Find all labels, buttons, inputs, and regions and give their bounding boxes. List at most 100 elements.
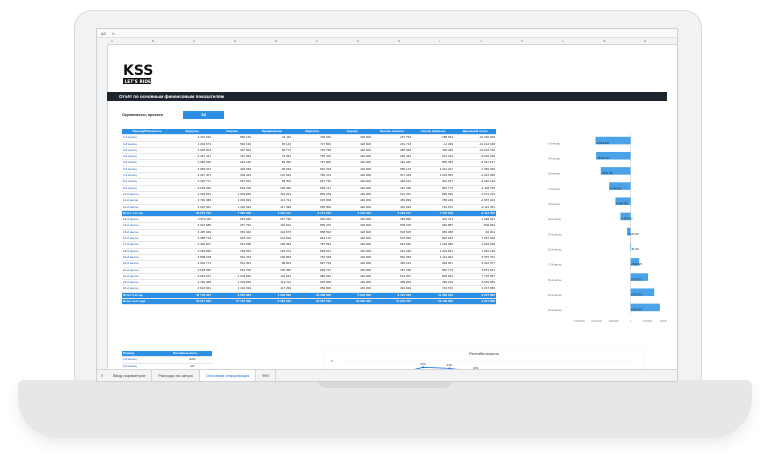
value-cell[interactable]: 1 125 386 — [412, 241, 454, 249]
period-cell[interactable]: 18-й месяц — [122, 248, 172, 255]
profitability-cell[interactable]: -23% — [172, 356, 212, 364]
value-cell[interactable]: 827 730 — [292, 260, 332, 268]
tab-launch-costs[interactable]: Расходы на запуск — [152, 370, 201, 381]
value-cell[interactable]: 117 499 — [252, 285, 292, 293]
column-header[interactable]: I — [439, 39, 440, 43]
value-cell[interactable]: 409 423 — [212, 172, 252, 180]
value-cell[interactable]: 505 215 — [372, 222, 412, 230]
value-cell[interactable]: 420 000 — [332, 216, 372, 224]
value-cell[interactable]: 420 000 — [332, 134, 372, 142]
value-cell[interactable]: 1 003 840 — [212, 191, 252, 199]
value-cell[interactable]: 5 075 751 — [454, 254, 496, 262]
value-cell[interactable]: 895 470 — [292, 222, 332, 230]
value-cell[interactable]: 3 508 105 — [172, 254, 212, 262]
value-cell[interactable]: 3 916 661 — [172, 204, 212, 211]
value-cell[interactable]: 491 629 — [372, 285, 412, 293]
value-cell[interactable]: -10 202 929 — [454, 134, 496, 142]
value-cell[interactable]: 589 170 — [372, 166, 412, 174]
value-cell[interactable]: 420 000 — [332, 222, 372, 230]
value-cell[interactable]: 267 752 — [212, 222, 252, 230]
value-cell[interactable]: 940 947 — [412, 178, 454, 186]
value-cell[interactable]: 459 999 — [372, 216, 412, 224]
period-cell[interactable]: 8-й месяц — [122, 178, 172, 186]
value-cell[interactable]: 420 000 — [332, 166, 372, 174]
column-header[interactable]: M — [603, 39, 606, 43]
value-cell[interactable]: 5 109 277 — [372, 210, 412, 218]
value-cell[interactable]: 489 993 — [372, 279, 412, 287]
value-cell[interactable]: 717 500 — [292, 141, 332, 148]
value-cell[interactable]: 521 051 — [212, 260, 252, 268]
value-cell[interactable]: 420 000 — [332, 229, 372, 237]
period-cell[interactable]: Итого за 2 года — [122, 298, 172, 306]
value-cell[interactable]: 6 016 677 — [454, 260, 496, 268]
value-cell[interactable]: 759 470 — [292, 153, 332, 161]
value-cell[interactable]: 519 705 — [212, 267, 252, 274]
value-cell[interactable]: 467 238 — [372, 267, 412, 274]
value-cell[interactable]: 24 110 — [252, 134, 292, 142]
period-cell[interactable]: 22-й месяц — [122, 273, 172, 281]
value-cell[interactable]: 835 353 — [412, 159, 454, 167]
value-cell[interactable]: 1 093 545 — [412, 172, 454, 180]
value-cell[interactable]: 1 113 944 — [412, 254, 454, 262]
value-cell[interactable]: 6 134 230 — [372, 292, 412, 300]
value-cell[interactable]: 113 711 — [252, 279, 292, 287]
value-cell[interactable]: 327 063 — [212, 153, 252, 161]
value-cell[interactable]: 3 327 407 — [172, 172, 212, 180]
period-cell[interactable]: Итого 1-й год — [122, 210, 172, 218]
value-cell[interactable]: 780 216 — [412, 279, 454, 287]
value-cell[interactable]: 767 900 — [292, 159, 332, 167]
value-cell[interactable]: 11 243 572 — [372, 298, 412, 306]
value-cell[interactable]: 3 570 116 — [172, 216, 212, 224]
value-cell[interactable]: 420 000 — [332, 285, 372, 293]
value-cell[interactable]: 105 396 — [252, 185, 292, 192]
column-header[interactable]: A — [111, 39, 114, 43]
value-cell[interactable]: 3 962 198 — [454, 248, 496, 255]
value-cell[interactable]: 110 624 — [252, 222, 292, 230]
value-cell[interactable]: 7 590 256 — [212, 210, 252, 218]
tab-fm[interactable]: ФМ — [256, 370, 276, 381]
value-cell[interactable]: 420 000 — [332, 191, 372, 199]
period-cell[interactable]: 3-й месяц — [122, 147, 172, 155]
value-cell[interactable]: 828 621 — [292, 248, 332, 255]
value-cell[interactable]: 882 049 — [292, 273, 332, 281]
value-cell[interactable]: 521 224 — [412, 153, 454, 161]
value-cell[interactable]: 420 000 — [332, 197, 372, 205]
value-cell[interactable]: 3 916 661 — [172, 285, 212, 293]
value-cell[interactable]: 95 919 — [252, 166, 292, 174]
value-cell[interactable]: 460 161 — [372, 178, 412, 186]
value-cell[interactable]: 116 913 — [252, 191, 292, 199]
value-cell[interactable]: 420 000 — [332, 260, 372, 268]
value-cell[interactable]: 3 389 733 — [172, 235, 212, 243]
value-cell[interactable]: 976 371 — [412, 216, 454, 224]
value-cell[interactable]: -4 409 765 — [454, 185, 496, 192]
value-cell[interactable]: 522 540 — [372, 241, 412, 249]
value-cell[interactable]: 950 068 — [412, 229, 454, 237]
value-cell[interactable]: 869 524 — [412, 273, 454, 281]
value-cell[interactable]: 787 523 — [292, 241, 332, 249]
value-cell[interactable]: 105 396 — [252, 267, 292, 274]
column-header[interactable]: K — [521, 39, 524, 43]
value-cell[interactable]: 3 302 771 — [172, 260, 212, 268]
value-cell[interactable]: -3 671 216 — [454, 191, 496, 199]
value-cell[interactable]: 925 508 — [292, 197, 332, 205]
value-cell[interactable]: 1 004 673 — [172, 141, 212, 148]
value-cell[interactable]: 265 443 — [372, 153, 412, 161]
value-cell[interactable]: 960 887 — [412, 222, 454, 230]
value-cell[interactable]: 1 192 034 — [212, 204, 252, 211]
value-cell[interactable]: 592 130 — [212, 141, 252, 148]
value-cell[interactable]: 7 745 357 — [454, 273, 496, 281]
value-cell[interactable]: 105 853 — [252, 254, 292, 262]
value-cell[interactable]: 420 000 — [332, 185, 372, 192]
period-cell[interactable]: 1-й месяц — [122, 356, 172, 364]
period-cell[interactable]: 4-й месяц — [122, 153, 172, 161]
value-cell[interactable]: 3 304 607 — [172, 241, 212, 249]
value-cell[interactable]: 3 697 680 — [172, 222, 212, 230]
value-cell[interactable]: -10 023 743 — [454, 147, 496, 155]
period-cell[interactable]: 5-й месяц — [122, 159, 172, 167]
value-cell[interactable]: 744 672 — [412, 204, 454, 211]
value-cell[interactable]: 9 247 665 — [454, 285, 496, 293]
value-cell[interactable]: -2 112 351 — [454, 210, 496, 218]
period-cell[interactable]: 1-й месяц — [122, 134, 172, 142]
payback-value[interactable]: 14 — [183, 111, 224, 119]
value-cell[interactable]: 420 000 — [332, 172, 372, 180]
